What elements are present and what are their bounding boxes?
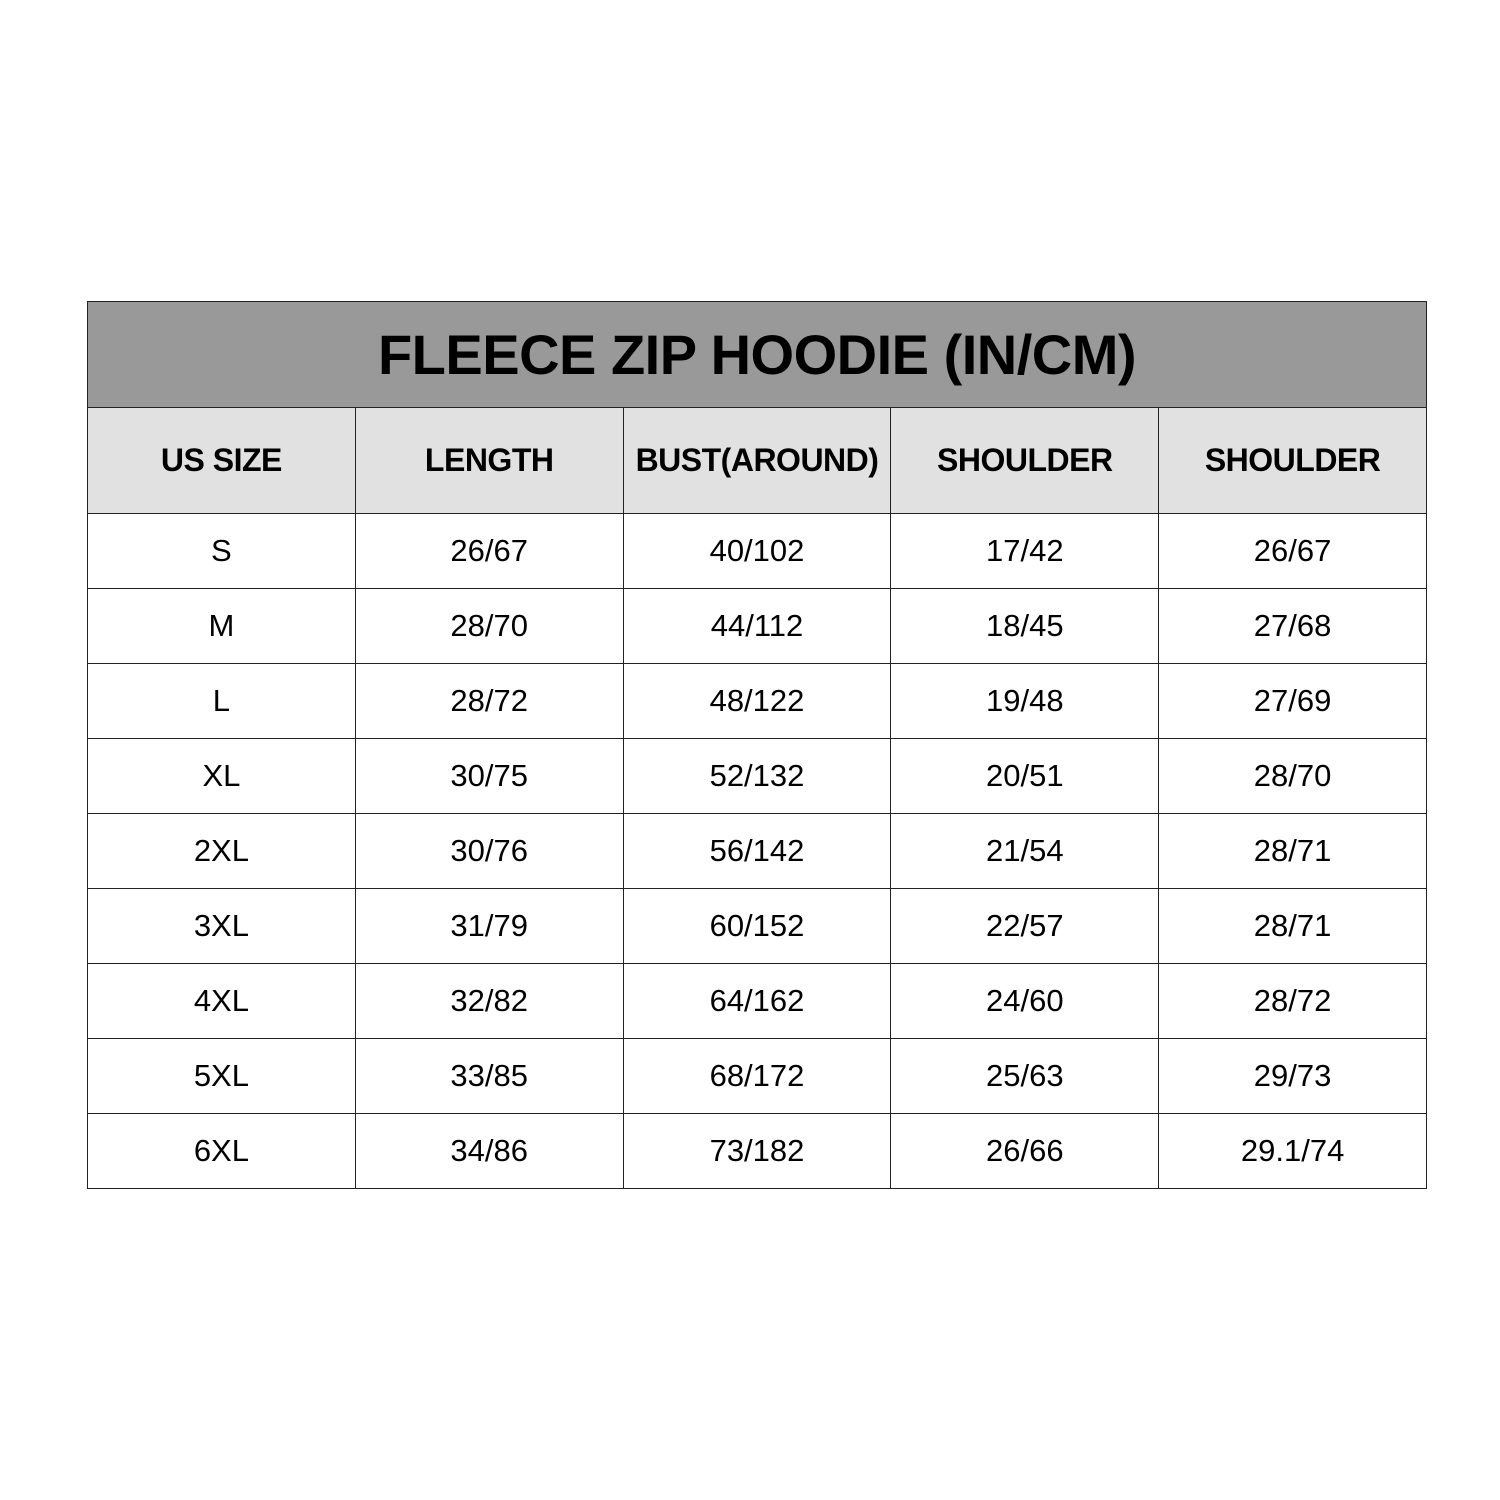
size-cell: XL (87, 738, 356, 814)
table-row: XL 30/75 52/132 20/51 28/70 (87, 738, 1427, 814)
measurement-cell: 40/102 (622, 513, 892, 589)
measurement-cell: 26/67 (1158, 513, 1427, 589)
measurement-cell: 28/71 (1158, 813, 1427, 889)
table-row: 6XL 34/86 73/182 26/66 29.1/74 (87, 1113, 1427, 1189)
table-row: M 28/70 44/112 18/45 27/68 (87, 588, 1427, 664)
measurement-cell: 44/112 (622, 588, 892, 664)
measurement-cell: 21/54 (890, 813, 1160, 889)
measurement-cell: 28/70 (1158, 738, 1427, 814)
measurement-cell: 34/86 (354, 1113, 624, 1189)
measurement-cell: 73/182 (622, 1113, 892, 1189)
measurement-cell: 26/66 (890, 1113, 1160, 1189)
measurement-cell: 60/152 (622, 888, 892, 964)
table-body: S 26/67 40/102 17/42 26/67 M 28/70 44/112 18/45 2… (87, 513, 1427, 1189)
title-row: FLEECE ZIP HOODIE (IN/CM) (87, 301, 1427, 408)
column-header: SHOULDER (890, 407, 1160, 514)
measurement-cell: 25/63 (890, 1038, 1160, 1114)
measurement-cell: 48/122 (622, 663, 892, 739)
measurement-cell: 28/72 (1158, 963, 1427, 1039)
measurement-cell: 28/72 (354, 663, 624, 739)
measurement-cell: 33/85 (354, 1038, 624, 1114)
table-title: FLEECE ZIP HOODIE (IN/CM) (87, 301, 1427, 408)
size-cell: 5XL (87, 1038, 356, 1114)
measurement-cell: 64/162 (622, 963, 892, 1039)
measurement-cell: 52/132 (622, 738, 892, 814)
size-cell: 3XL (87, 888, 356, 964)
measurement-cell: 56/142 (622, 813, 892, 889)
table-row: L 28/72 48/122 19/48 27/69 (87, 663, 1427, 739)
measurement-cell: 32/82 (354, 963, 624, 1039)
measurement-cell: 27/68 (1158, 588, 1427, 664)
measurement-cell: 30/76 (354, 813, 624, 889)
column-header: SHOULDER (1158, 407, 1427, 514)
column-header: US SIZE (87, 407, 356, 514)
measurement-cell: 26/67 (354, 513, 624, 589)
size-chart-table: FLEECE ZIP HOODIE (IN/CM) US SIZE LENGTH B… (87, 301, 1427, 1189)
size-cell: L (87, 663, 356, 739)
measurement-cell: 29/73 (1158, 1038, 1427, 1114)
size-cell: S (87, 513, 356, 589)
table-row: 3XL 31/79 60/152 22/57 28/71 (87, 888, 1427, 964)
column-header: BUST(AROUND) (622, 407, 892, 514)
size-cell: M (87, 588, 356, 664)
header-row: US SIZE LENGTH BUST(AROUND) SHOULDER SHOULDE… (87, 407, 1427, 514)
table-row: 2XL 30/76 56/142 21/54 28/71 (87, 813, 1427, 889)
measurement-cell: 17/42 (890, 513, 1160, 589)
measurement-cell: 22/57 (890, 888, 1160, 964)
table-row: S 26/67 40/102 17/42 26/67 (87, 513, 1427, 589)
measurement-cell: 18/45 (890, 588, 1160, 664)
table-row: 5XL 33/85 68/172 25/63 29/73 (87, 1038, 1427, 1114)
size-cell: 6XL (87, 1113, 356, 1189)
measurement-cell: 19/48 (890, 663, 1160, 739)
measurement-cell: 68/172 (622, 1038, 892, 1114)
measurement-cell: 29.1/74 (1158, 1113, 1427, 1189)
measurement-cell: 20/51 (890, 738, 1160, 814)
measurement-cell: 30/75 (354, 738, 624, 814)
table-row: 4XL 32/82 64/162 24/60 28/72 (87, 963, 1427, 1039)
measurement-cell: 27/69 (1158, 663, 1427, 739)
measurement-cell: 24/60 (890, 963, 1160, 1039)
measurement-cell: 28/71 (1158, 888, 1427, 964)
column-header: LENGTH (354, 407, 624, 514)
size-cell: 2XL (87, 813, 356, 889)
size-cell: 4XL (87, 963, 356, 1039)
measurement-cell: 28/70 (354, 588, 624, 664)
measurement-cell: 31/79 (354, 888, 624, 964)
